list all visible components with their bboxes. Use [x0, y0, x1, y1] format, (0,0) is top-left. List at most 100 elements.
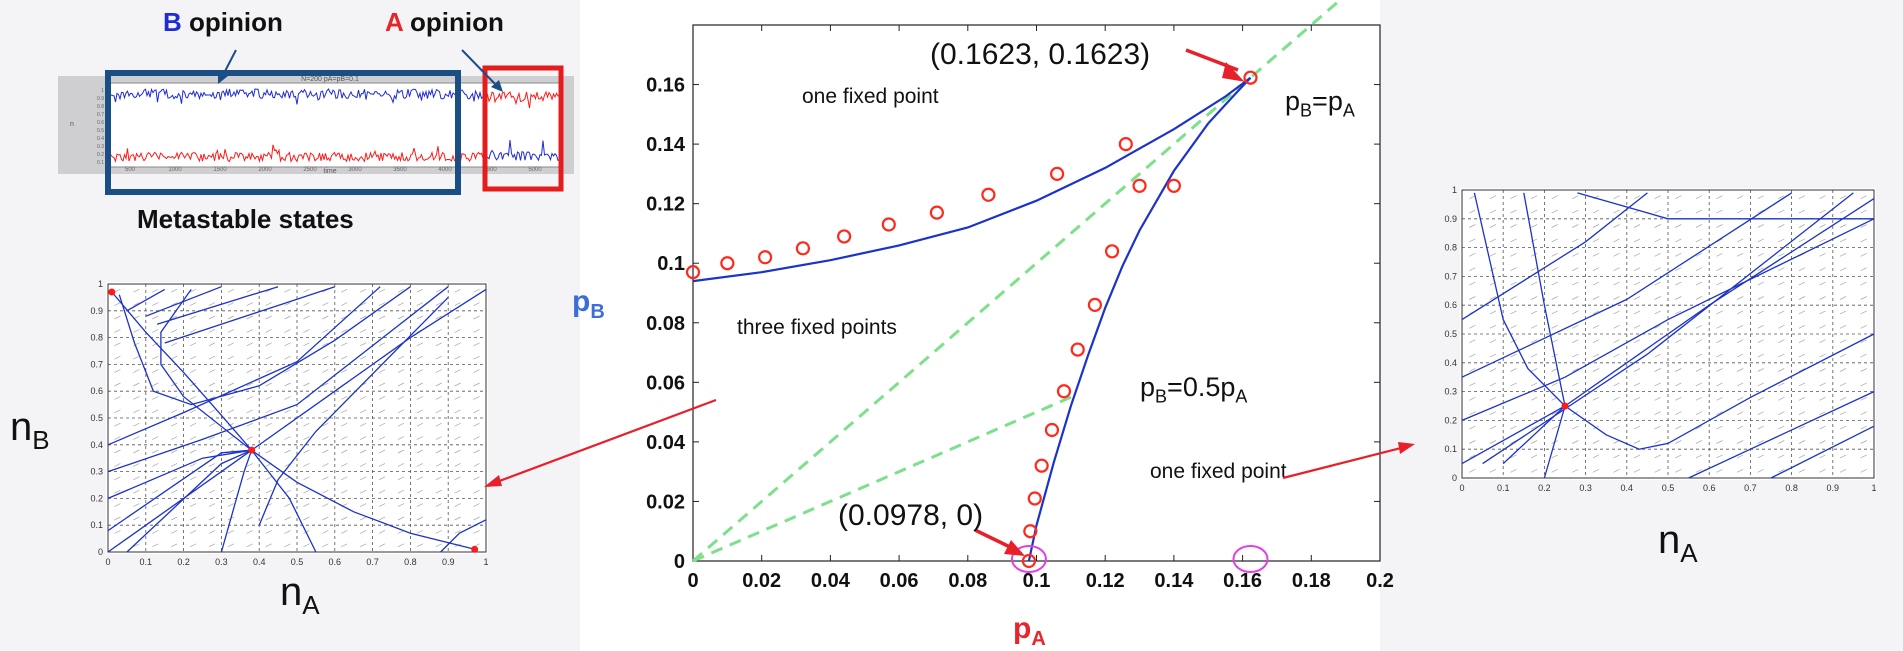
left-phase-vector-arrow — [133, 315, 140, 320]
left-phase-vector-arrow — [303, 476, 310, 481]
timeseries-x-tick-label: 2000 — [258, 167, 272, 173]
left-phase-vector-arrow — [265, 436, 272, 440]
line-label-half-a-sub: B — [1155, 386, 1168, 407]
right-phase-vector-arrow — [1613, 310, 1620, 315]
a-label-arrowhead — [491, 80, 503, 92]
right-phase-vector-arrow — [1654, 224, 1661, 228]
timeseries-y-tick-label: 0.4 — [97, 136, 104, 142]
right-phase-vector-arrow — [1736, 440, 1744, 444]
left-phase-vector-arrow — [454, 449, 461, 454]
right-phase-vector-arrow — [1860, 339, 1867, 344]
right-phase-vector-arrow — [1469, 195, 1476, 200]
timeseries-header: N=200 pA=pB=0.1 — [301, 76, 359, 83]
left-phase-vector-arrow — [359, 489, 367, 494]
right-phase-vector-arrow — [1860, 224, 1867, 228]
right-phase-vector-arrow — [1736, 296, 1744, 300]
right-phase-vector-arrow — [1839, 224, 1847, 228]
left-phase-vector-arrow — [378, 503, 386, 507]
right-phase-vector-arrow — [1572, 281, 1579, 286]
right-phase-vector-arrow — [1757, 310, 1764, 315]
left-phase-vector-arrow — [208, 409, 216, 414]
right-phase-vector-arrow — [1551, 267, 1558, 272]
left-phase-vector-arrow — [435, 396, 442, 400]
left-phase-vector-arrow — [359, 476, 367, 481]
left-phase-vector-arrow — [208, 422, 216, 427]
left-phase-vector-arrow — [208, 516, 216, 521]
left-phase-vector-arrow — [227, 302, 235, 306]
right-phase-vector-arrow — [1757, 296, 1764, 300]
right-phase-vector-arrow — [1530, 209, 1538, 214]
right-phase-vector-arrow — [1633, 267, 1641, 272]
left-phase-vector-arrow — [189, 288, 197, 293]
left-phase-vector-arrow — [416, 436, 424, 440]
left-phase-vector-arrow — [303, 449, 310, 454]
left-phase-vector-arrow — [189, 355, 197, 360]
left-phase-vector-arrow — [359, 530, 367, 534]
right-phase-vector-arrow — [1489, 368, 1497, 372]
left-phase-vector-arrow — [208, 329, 216, 333]
left-phase-vector-arrow — [378, 489, 386, 494]
left-phase-vector-arrow — [473, 543, 480, 548]
left-phase-vector-arrow — [246, 315, 253, 320]
right-phase-x-tick-label: 0.6 — [1703, 483, 1716, 493]
left-phase-vector-arrow — [208, 463, 216, 467]
right-phase-vector-arrow — [1633, 224, 1641, 228]
right-phase-vector-arrow — [1572, 252, 1579, 257]
right-phase-vector-arrow — [1695, 238, 1703, 243]
right-phase-vector-arrow — [1469, 411, 1476, 416]
left-phase-vector-arrow — [435, 422, 442, 427]
right-phase-vector-arrow — [1675, 224, 1682, 228]
right-phase-vector-arrow — [1716, 440, 1723, 444]
left-phase-vector-arrow — [246, 530, 253, 534]
line-label-half: pB=0.5pA — [1140, 372, 1248, 408]
left-phase-vector-arrow — [114, 369, 121, 373]
right-phase-vector-arrow — [1736, 396, 1744, 401]
right-phase-vector-arrow — [1778, 324, 1785, 329]
left-phase-vector-arrow — [454, 315, 461, 320]
right-phase-vector-arrow — [1798, 252, 1806, 257]
right-phase-axes-box — [1461, 189, 1875, 479]
left-phase-vector-arrow — [378, 422, 386, 427]
left-phase-vector-arrow — [170, 382, 178, 387]
right-phase-vector-arrow — [1675, 339, 1682, 344]
right-phase-vector-arrow — [1572, 454, 1579, 459]
right-phase-vector-arrow — [1778, 195, 1785, 200]
left-phase-vector-arrow — [133, 342, 140, 347]
left-phase-vector-arrow — [416, 409, 424, 414]
left-phase-vector-arrow — [227, 329, 235, 333]
left-phase-vector-arrow — [359, 302, 367, 306]
left-phase-vector-arrow — [152, 329, 159, 333]
right-phase-vector-arrow — [1572, 296, 1579, 300]
right-phase-vector-arrow — [1695, 310, 1703, 315]
right-phase-x-tick-label: 0.5 — [1662, 483, 1675, 493]
left-phase-vector-arrow — [322, 449, 329, 454]
left-phase-vector-arrow — [378, 355, 386, 360]
right-phase-vector-arrow — [1819, 267, 1826, 272]
left-phase-vector-arrow — [473, 409, 480, 414]
left-phase-vector-arrow — [303, 302, 310, 306]
right-phase-vector-arrow — [1633, 310, 1641, 315]
left-phase-vector-arrow — [397, 302, 405, 306]
left-phase-vector-arrow — [341, 476, 348, 481]
right-phase-vector-arrow — [1633, 296, 1641, 300]
right-phase-trajectory — [1688, 391, 1875, 479]
right-phase-vector-arrow — [1633, 440, 1641, 444]
left-phase-vector-arrow — [114, 409, 121, 414]
left-phase-vector-arrow — [359, 315, 367, 320]
left-phase-vector-arrow — [133, 476, 140, 481]
left-phase-vector-arrow — [246, 302, 253, 306]
right-phase-vector-arrow — [1860, 468, 1867, 473]
left-phase-vector-arrow — [284, 396, 291, 400]
left-phase-vector-arrow — [454, 302, 461, 306]
left-phase-vector-arrow — [322, 463, 329, 467]
right-phase-vector-arrow — [1489, 411, 1497, 416]
left-phase-vector-arrow — [152, 503, 159, 507]
right-phase-vector-arrow — [1530, 310, 1538, 315]
right-xlabel-sub: A — [1680, 538, 1698, 568]
right-phase-vector-arrow — [1592, 454, 1600, 459]
left-phase-vector-arrow — [114, 422, 121, 427]
right-phase-vector-arrow — [1839, 440, 1847, 444]
left-phase-vector-arrow — [435, 476, 442, 481]
right-phase-vector-arrow — [1839, 411, 1847, 416]
left-phase-vector-arrow — [208, 530, 216, 534]
